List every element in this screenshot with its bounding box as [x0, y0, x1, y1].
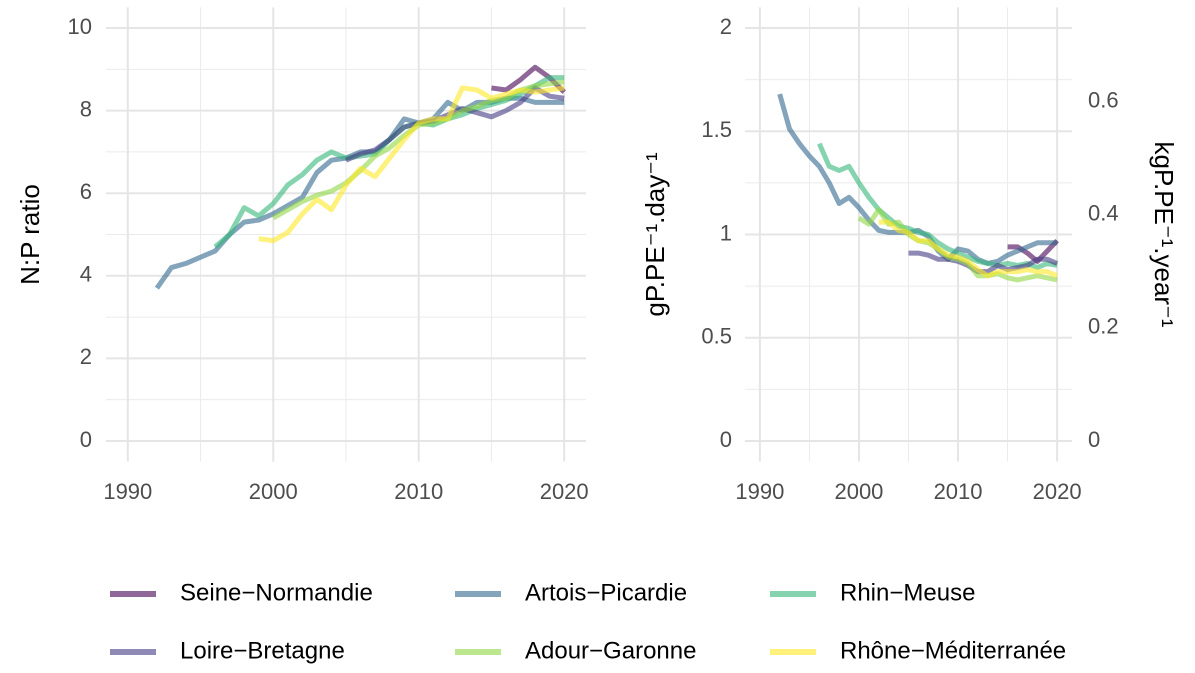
- y2-axis-title: kgP.PE⁻¹.year⁻¹: [1149, 142, 1179, 328]
- legend-label: Seine−Normandie: [180, 579, 373, 606]
- y-tick-label: 0: [720, 427, 732, 452]
- line: [1007, 238, 1059, 264]
- x-tick-label: 2000: [834, 479, 883, 504]
- y-axis-title: gP.PE⁻¹.day⁻¹: [640, 152, 670, 317]
- x-tick-label: 2010: [394, 479, 443, 504]
- y2-tick-label: 0.2: [1088, 314, 1119, 339]
- x-tick-label: 2000: [249, 479, 298, 504]
- y2-tick-label: 0: [1088, 427, 1100, 452]
- y-tick-label: 6: [80, 179, 92, 204]
- y-tick-label: 0.5: [701, 324, 732, 349]
- x-tick-label: 2020: [540, 479, 589, 504]
- line: [878, 219, 1059, 279]
- x-tick-label: 1990: [103, 479, 152, 504]
- line: [345, 85, 565, 163]
- y-tick-label: 4: [80, 262, 92, 287]
- legend-label: Adour−Garonne: [525, 637, 696, 664]
- legend-label: Rhin−Meuse: [840, 579, 975, 606]
- y-tick-label: 1: [720, 220, 732, 245]
- legend-label: Artois−Picardie: [525, 579, 687, 606]
- legend-label: Loire−Bretagne: [180, 637, 345, 664]
- y2-tick-label: 0.6: [1088, 87, 1119, 112]
- y-tick-label: 1.5: [701, 117, 732, 142]
- y-tick-label: 2: [720, 14, 732, 39]
- legend-label: Rhône−Méditerranée: [840, 637, 1066, 664]
- y-tick-label: 10: [68, 14, 92, 39]
- y2-tick-label: 0.4: [1088, 201, 1119, 226]
- y-tick-label: 2: [80, 344, 92, 369]
- x-tick-label: 2020: [1033, 479, 1082, 504]
- x-tick-label: 1990: [735, 479, 784, 504]
- line: [213, 75, 565, 249]
- y-tick-label: 8: [80, 96, 92, 121]
- x-tick-label: 2010: [934, 479, 983, 504]
- y-axis-title: N:P ratio: [15, 184, 45, 285]
- line: [258, 85, 565, 244]
- y-tick-label: 0: [80, 427, 92, 452]
